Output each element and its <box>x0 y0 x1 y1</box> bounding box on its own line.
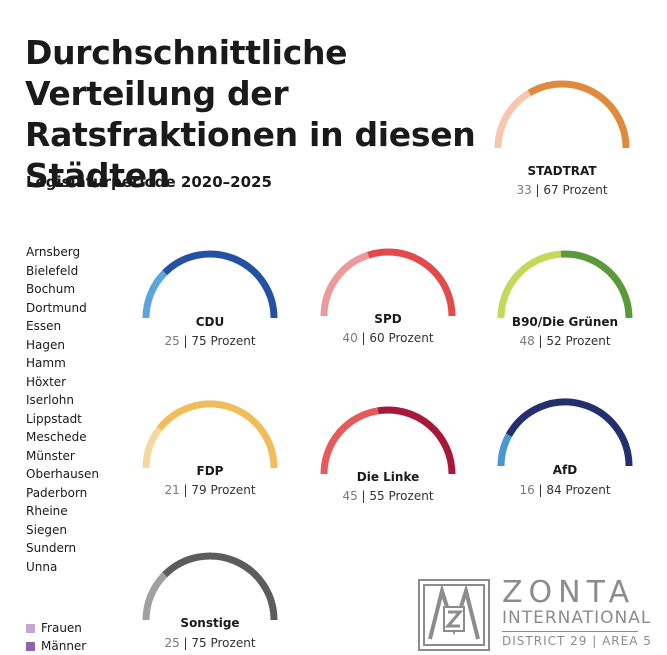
gauge-value-women: 25 <box>164 334 183 348</box>
gauge-value-men: | 75 Prozent <box>184 334 256 348</box>
city-item: Unna <box>26 559 58 574</box>
gauge-value-men: | 84 Prozent <box>539 483 611 497</box>
gauge-arc-men <box>162 250 278 319</box>
gauge-value: 33 | 67 Prozent <box>516 183 607 197</box>
gauge-arc-men <box>560 250 633 319</box>
gauge-arc-men <box>367 248 456 317</box>
gauge-value: 25 | 75 Prozent <box>164 334 255 348</box>
gauge-value: 16 | 84 Prozent <box>519 483 610 497</box>
gauge-arc-men <box>162 552 278 621</box>
gauge-value: 21 | 79 Prozent <box>164 483 255 497</box>
city-item: Hamm <box>26 356 66 370</box>
gauge-label: B90/Die Grünen <box>512 315 618 329</box>
city-item: Sundern <box>26 541 77 555</box>
gauge-arc-men <box>377 406 456 475</box>
gauge-label: FDP <box>197 464 224 478</box>
gauge-arc-women <box>320 251 370 317</box>
gauge-label: Sonstige <box>180 616 239 630</box>
logo-divider <box>502 631 638 632</box>
city-item: Iserlohn <box>26 393 74 407</box>
legend: Frauen Männer <box>26 619 86 655</box>
legend-swatch-men <box>26 641 35 651</box>
city-list: Arnsberg Bielefeld Bochum Dortmund Essen… <box>26 243 99 576</box>
city-item: Paderborn <box>26 485 88 500</box>
city-item: Rheine <box>26 504 68 518</box>
gauge-value-women: 33 <box>516 183 535 197</box>
gauge-label: Die Linke <box>357 470 420 484</box>
zonta-emblem <box>418 579 490 651</box>
gauge-arc-women <box>497 433 513 467</box>
gauge-value-women: 40 <box>342 331 361 345</box>
zonta-emblem-icon <box>423 583 485 646</box>
gauge-arc-women <box>142 426 163 469</box>
logo-word: ZONTA <box>502 575 636 610</box>
gauge-label: CDU <box>196 315 225 329</box>
gauge-arc-men <box>156 400 278 469</box>
page-subtitle: Legislaturperiode 2020–2025 <box>26 173 272 191</box>
gauge-value: 40 | 60 Prozent <box>342 331 433 345</box>
page-title: Durchschnittliche Verteilung der Ratsfra… <box>25 33 476 195</box>
gauge-label: SPD <box>374 312 401 326</box>
gauge-arc-women <box>494 89 532 149</box>
gauge-value-women: 45 <box>342 489 361 503</box>
gauge-value-men: | 60 Prozent <box>362 331 434 345</box>
gauge-value-women: 48 <box>519 334 538 348</box>
gauge-value: 25 | 75 Prozent <box>164 636 255 650</box>
city-item: Lippstadt <box>26 411 82 426</box>
gauge-value-men: | 79 Prozent <box>184 483 256 497</box>
gauge-label: AfD <box>553 463 578 477</box>
gauge-label: STADTRAT <box>527 164 597 178</box>
city-item: Höxter <box>26 374 67 389</box>
city-item: Münster <box>26 448 75 463</box>
logo-district: DISTRICT 29 | AREA 5 <box>502 634 652 648</box>
gauge-value: 45 | 55 Prozent <box>342 489 433 503</box>
city-item: Essen <box>26 319 62 333</box>
gauge-value-women: 16 <box>519 483 538 497</box>
gauge-value-men: | 55 Prozent <box>362 489 434 503</box>
city-item: Siegen <box>26 522 67 537</box>
gauge-value-women: 21 <box>164 483 183 497</box>
city-item: Hagen <box>26 337 65 352</box>
city-item: Bochum <box>26 282 76 296</box>
legend-item-men: Männer <box>26 637 86 655</box>
legend-item-women: Frauen <box>26 619 86 637</box>
city-item: Meschede <box>26 430 87 444</box>
legend-label-men: Männer <box>41 639 87 653</box>
gauge-value-men: | 75 Prozent <box>184 636 256 650</box>
city-item: Arnsberg <box>26 245 81 259</box>
logo-sub: INTERNATIONAL <box>502 608 652 628</box>
gauge-value: 48 | 52 Prozent <box>519 334 610 348</box>
gauge-arc-women <box>497 250 562 319</box>
city-item: Dortmund <box>26 300 87 315</box>
gauge-arc-men <box>527 80 630 149</box>
city-item: Bielefeld <box>26 263 79 278</box>
gauge-value-men: | 67 Prozent <box>536 183 608 197</box>
legend-label-women: Frauen <box>41 621 82 635</box>
gauge-value-women: 25 <box>164 636 183 650</box>
gauge-arc-men <box>505 398 633 467</box>
legend-swatch-women <box>26 623 35 633</box>
gauge-arc-women <box>320 407 379 475</box>
gauge-value-men: | 52 Prozent <box>539 334 611 348</box>
gauge-arc-women <box>142 572 168 621</box>
zonta-logo: ZONTA INTERNATIONAL DISTRICT 29 | AREA 5 <box>418 575 652 651</box>
city-item: Oberhausen <box>26 467 99 481</box>
gauge-arc-women <box>142 270 168 319</box>
